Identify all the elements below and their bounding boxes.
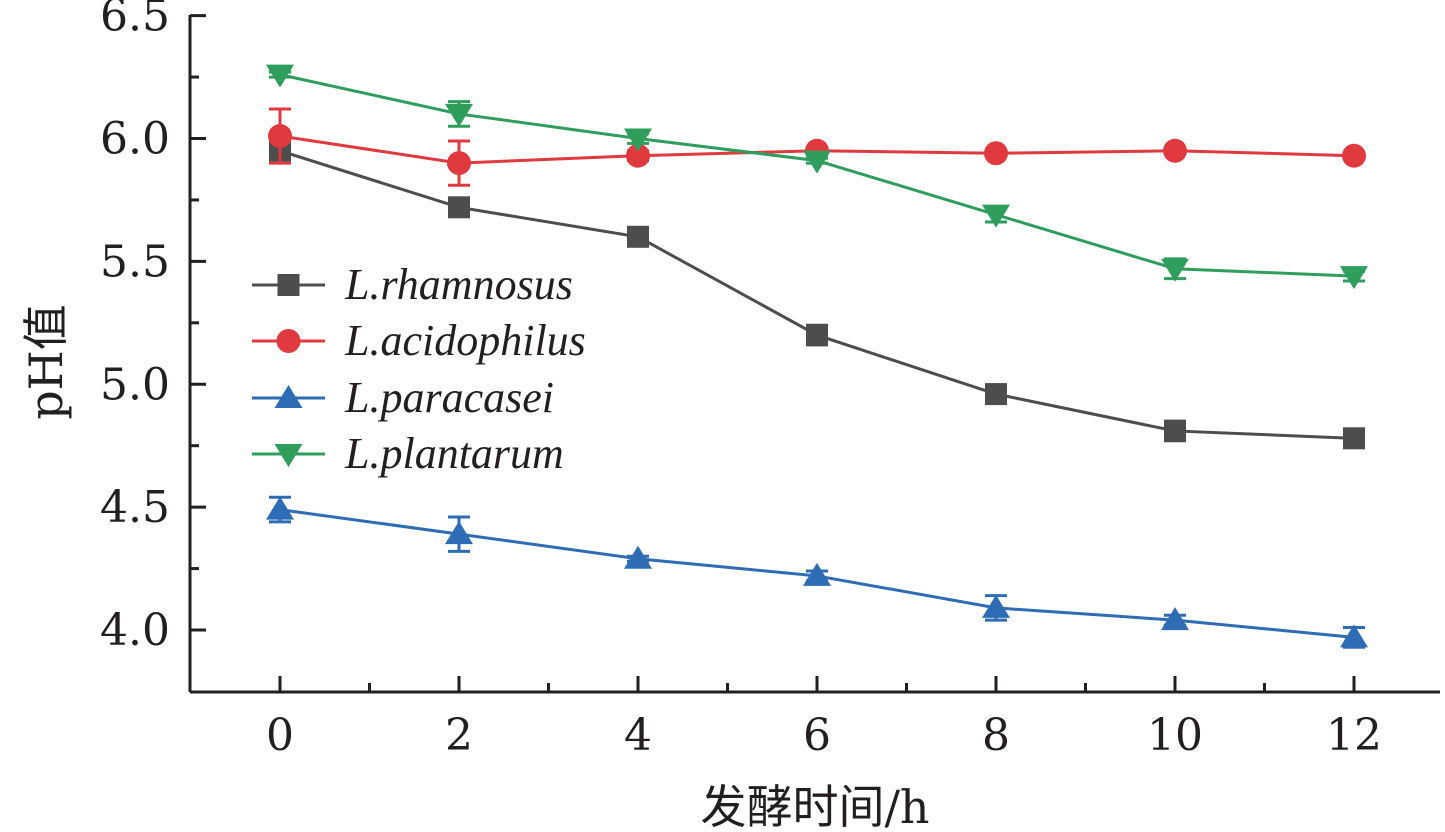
legend-label: L.acidophilus — [344, 316, 586, 365]
series-L.acidophilus — [268, 107, 1366, 187]
x-axis-title: 发酵时间/h — [700, 780, 929, 832]
legend-label: L.rhamnosus — [344, 260, 573, 309]
legend-marker — [276, 329, 301, 353]
y-tick-label: 6.0 — [100, 114, 170, 165]
data-point — [806, 324, 828, 347]
legend-item: L.paracasei — [252, 373, 554, 422]
data-point — [1164, 419, 1186, 442]
data-point — [984, 141, 1008, 166]
x-tick-label: 12 — [1326, 710, 1382, 761]
y-tick-label: 4.0 — [100, 605, 170, 656]
y-tick-label: 5.5 — [100, 236, 170, 287]
data-point — [624, 545, 652, 569]
x-tick-label: 8 — [982, 710, 1010, 761]
data-point — [1161, 607, 1189, 631]
data-point — [1163, 138, 1187, 163]
data-point — [445, 521, 473, 545]
data-point — [268, 124, 292, 149]
data-point — [803, 562, 831, 586]
data-point — [985, 383, 1007, 406]
data-point — [266, 496, 294, 520]
data-point — [266, 64, 294, 88]
data-point — [803, 150, 831, 174]
legend-marker — [277, 274, 300, 296]
legend-item: L.rhamnosus — [252, 260, 573, 309]
x-tick-label: 6 — [803, 710, 831, 761]
legend: L.rhamnosus L.acidophilus L.paracasei L.pla… — [252, 260, 586, 478]
x-tick-label: 0 — [266, 710, 294, 761]
data-point — [1343, 427, 1365, 450]
x-tick-label: 10 — [1147, 710, 1203, 761]
legend-label: L.paracasei — [344, 373, 554, 422]
legend-item: L.plantarum — [252, 429, 564, 478]
series-L.plantarum — [266, 64, 1368, 290]
y-tick-label: 4.5 — [100, 482, 170, 533]
y-axis-title: pH值 — [19, 304, 73, 420]
legend-marker — [274, 444, 303, 467]
data-point — [1342, 143, 1366, 168]
series-line — [279, 73, 1355, 278]
series-L.paracasei — [266, 495, 1368, 649]
x-tick-label: 4 — [624, 710, 652, 761]
legend-item: L.acidophilus — [252, 316, 586, 365]
legend-marker — [274, 385, 303, 408]
legend-label: L.plantarum — [344, 429, 564, 478]
data-point — [447, 151, 471, 176]
axes: 4.0 4.5 5.0 5.5 6.0 6.5 0 2 4 6 8 10 12 — [100, 0, 1440, 761]
data-point — [1161, 258, 1189, 282]
data-point — [448, 196, 470, 219]
data-point — [627, 225, 649, 248]
data-point — [445, 103, 473, 127]
data-point — [1340, 624, 1368, 648]
data-point — [982, 204, 1010, 228]
y-tick-label: 5.0 — [100, 359, 170, 410]
x-tick-label: 2 — [445, 710, 473, 761]
data-point — [1340, 266, 1368, 290]
y-tick-label: 6.5 — [100, 0, 170, 42]
data-point — [982, 594, 1010, 618]
series-layer — [266, 64, 1368, 649]
data-point — [624, 128, 652, 152]
data-point — [626, 143, 650, 168]
